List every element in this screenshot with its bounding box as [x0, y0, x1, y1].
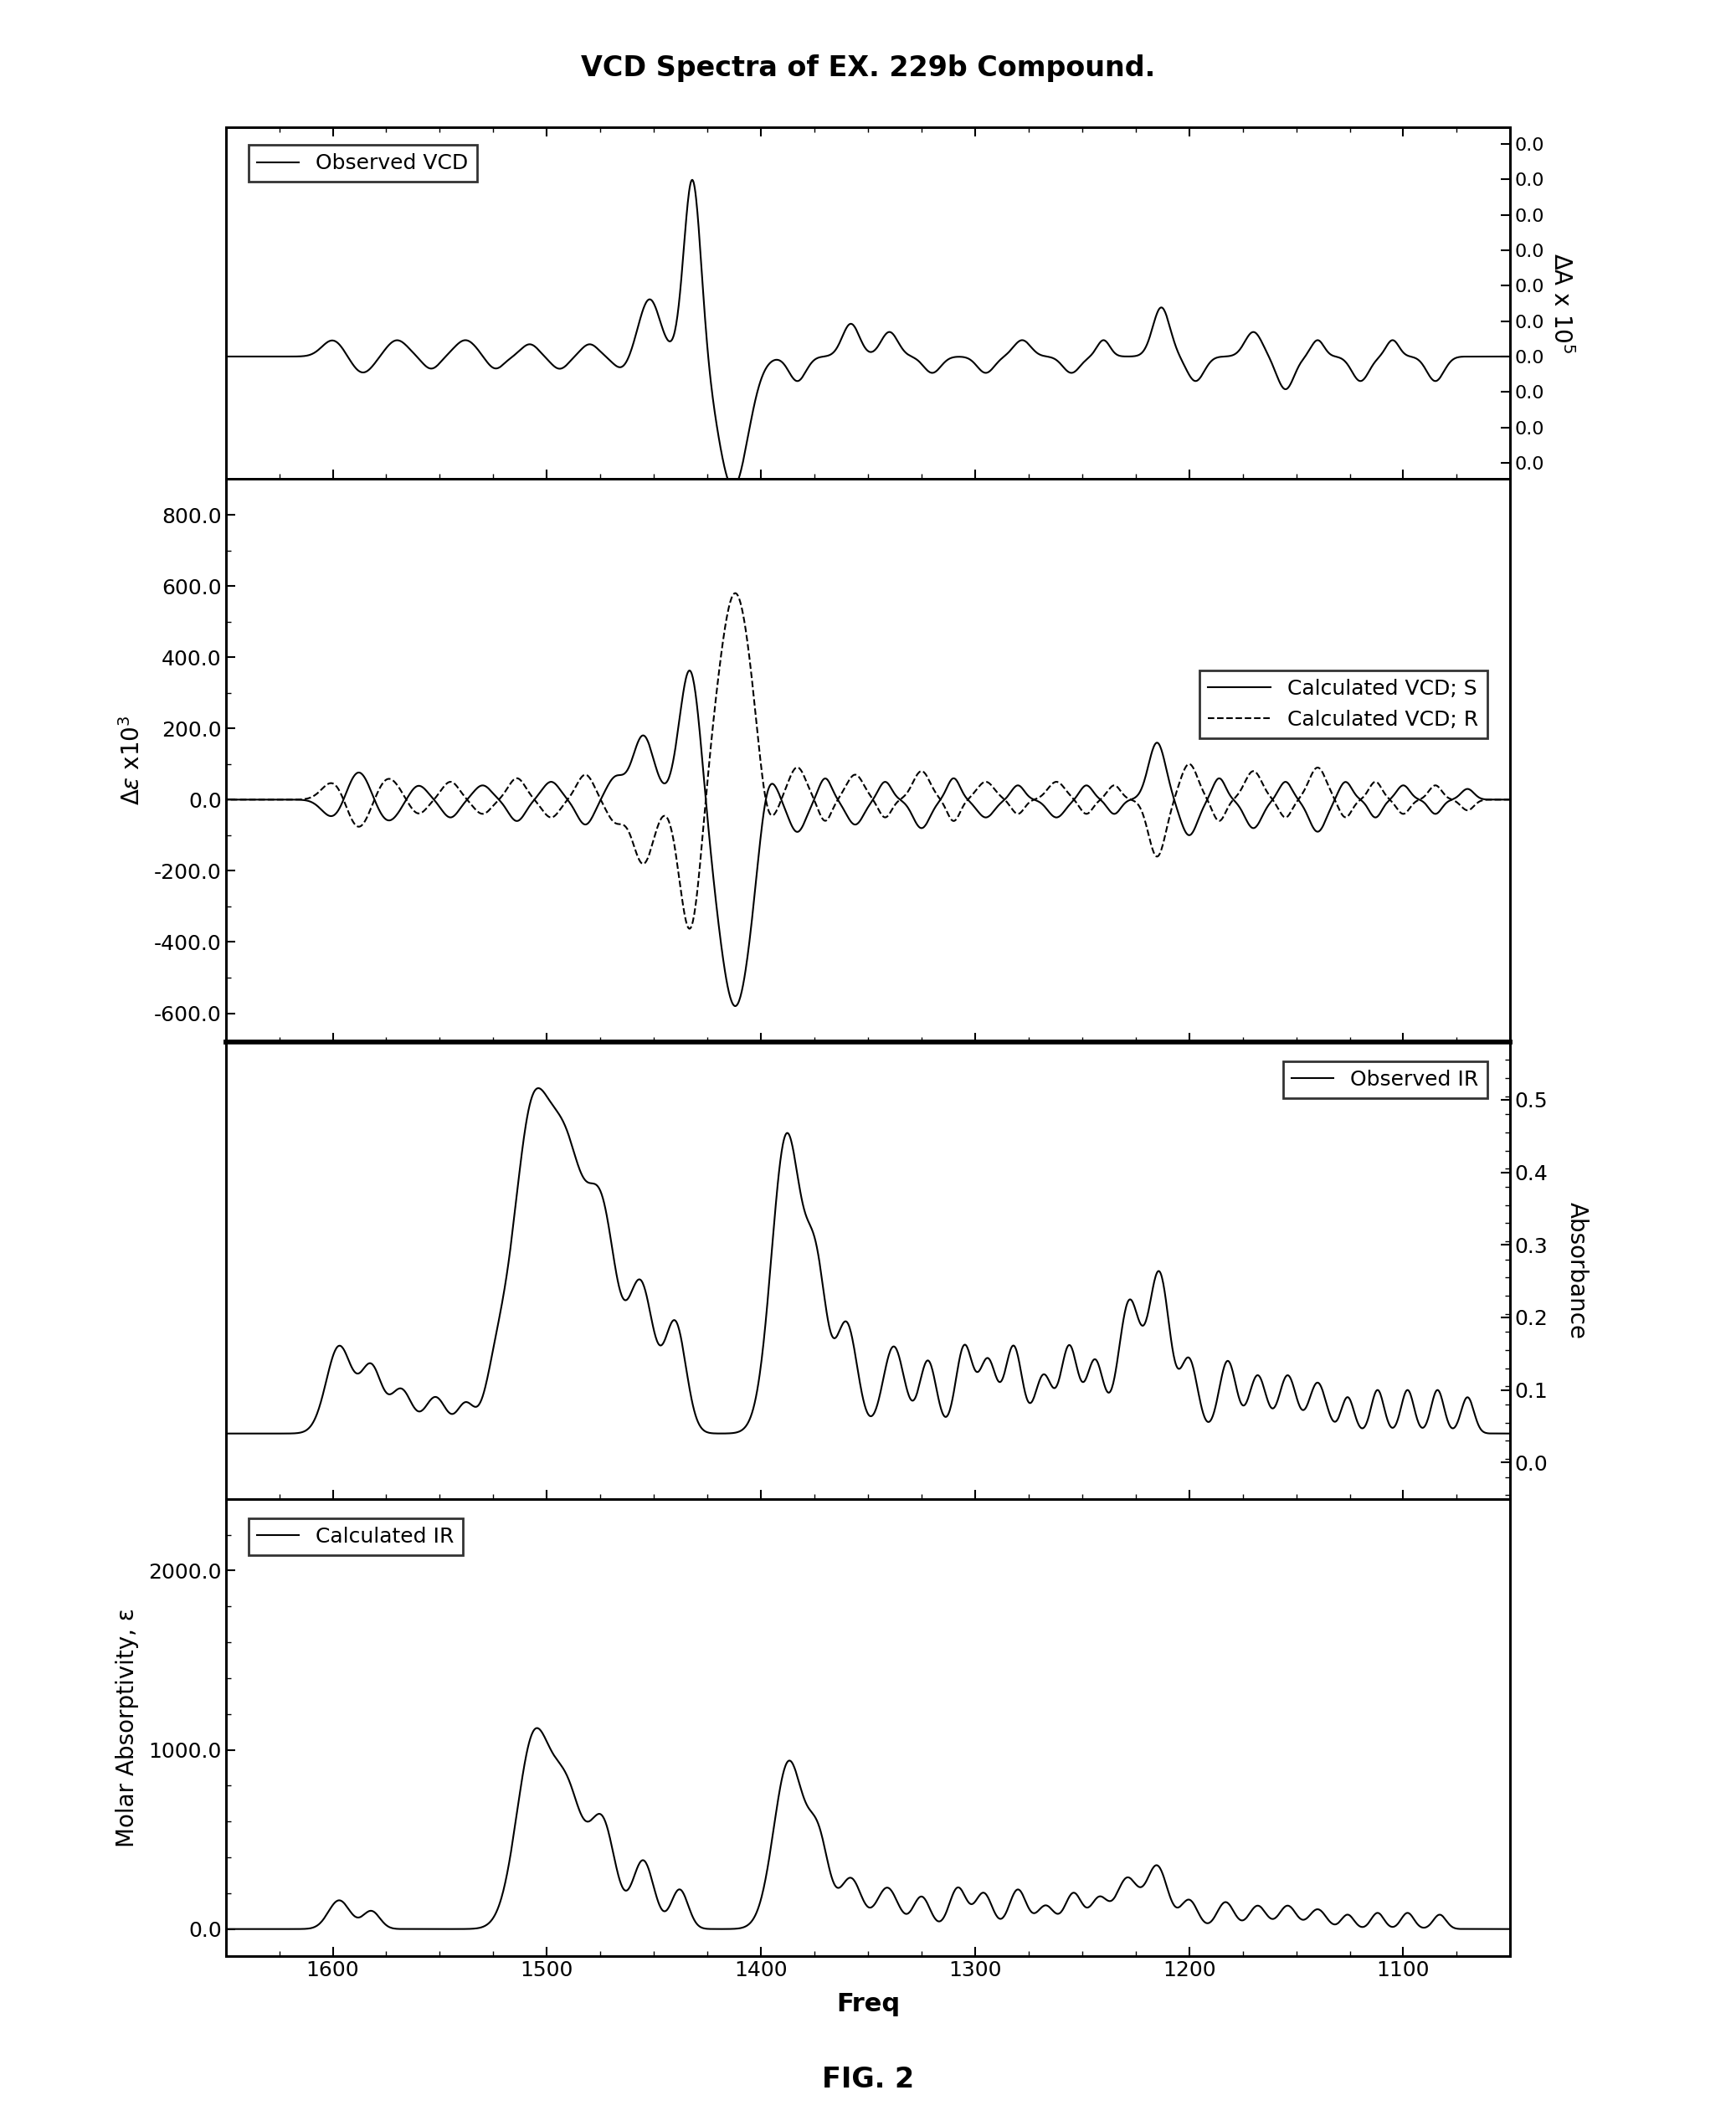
Calculated VCD; R — [875, 804, 896, 829]
Calculated VCD; S — [875, 770, 896, 795]
Y-axis label: $\Delta$A x 10$^5$: $\Delta$A x 10$^5$ — [1549, 253, 1573, 353]
Calculated VCD; S — [215, 787, 236, 812]
Line: Calculated VCD; R: Calculated VCD; R — [226, 593, 1510, 929]
Calculated VCD; S — [252, 787, 273, 812]
Calculated VCD; S — [726, 993, 746, 1018]
Calculated VCD; R — [252, 787, 273, 812]
Calculated VCD; S — [1500, 787, 1521, 812]
Calculated VCD; R — [910, 759, 930, 784]
Text: FIG. 2: FIG. 2 — [821, 2066, 915, 2092]
Legend: Calculated IR: Calculated IR — [248, 1518, 464, 1556]
Calculated VCD; R — [1434, 782, 1455, 808]
Calculated VCD; R — [679, 916, 700, 942]
Legend: Observed IR: Observed IR — [1283, 1061, 1488, 1099]
X-axis label: Freq: Freq — [837, 1992, 899, 2015]
Calculated VCD; S — [679, 657, 700, 682]
Text: VCD Spectra of EX. 229b Compound.: VCD Spectra of EX. 229b Compound. — [582, 55, 1154, 81]
Legend: Observed VCD: Observed VCD — [248, 145, 477, 183]
Line: Calculated VCD; S: Calculated VCD; S — [226, 670, 1510, 1006]
Y-axis label: Absorbance: Absorbance — [1566, 1201, 1588, 1339]
Y-axis label: $\Delta\varepsilon$ x10$^3$: $\Delta\varepsilon$ x10$^3$ — [120, 714, 144, 806]
Calculated VCD; S — [910, 814, 930, 840]
Y-axis label: Molar Absorptivity, ε: Molar Absorptivity, ε — [116, 1607, 139, 1847]
Legend: Calculated VCD; S, Calculated VCD; R: Calculated VCD; S, Calculated VCD; R — [1200, 670, 1488, 738]
Calculated VCD; S — [488, 784, 509, 810]
Calculated VCD; R — [726, 580, 746, 606]
Calculated VCD; S — [1434, 791, 1455, 816]
Calculated VCD; R — [215, 787, 236, 812]
Calculated VCD; R — [252, 787, 273, 812]
Calculated VCD; R — [1500, 787, 1521, 812]
Calculated VCD; S — [252, 787, 273, 812]
Calculated VCD; R — [488, 789, 509, 814]
